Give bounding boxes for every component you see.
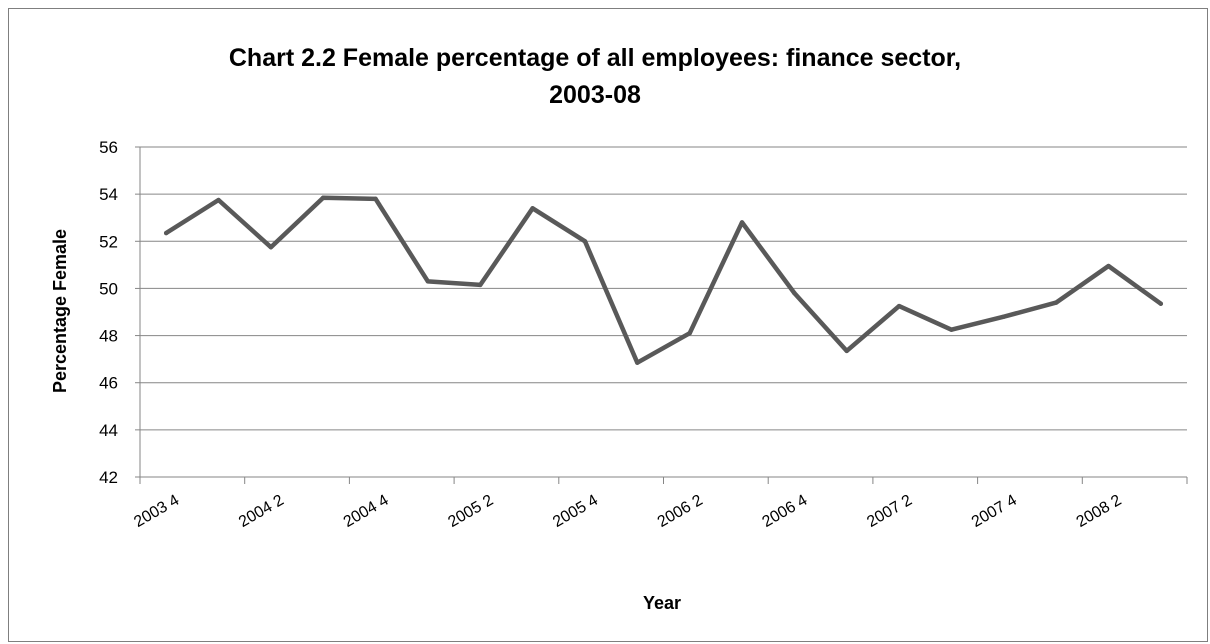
- data-point-2005-4: [582, 239, 588, 244]
- data-point-2006-2: [687, 331, 692, 336]
- data-point-2003-4: [163, 230, 169, 236]
- y-axis-title: Percentage Female: [50, 229, 70, 393]
- data-point-2007-1: [844, 348, 849, 354]
- data-point-2008-1: [1053, 300, 1059, 305]
- x-tick-label-2006-4: 2006 4: [759, 492, 810, 531]
- x-tick-label-2008-2: 2008 2: [1074, 492, 1125, 531]
- data-point-2006-1: [635, 360, 640, 365]
- chart-title: Chart 2.2 Female percentage of all emplo…: [229, 44, 961, 109]
- x-tick-label-2007-2: 2007 2: [864, 492, 915, 531]
- data-point-2007-4: [1001, 314, 1006, 319]
- data-point-2007-2: [896, 303, 902, 309]
- x-tick-label-2007-4: 2007 4: [969, 492, 1020, 531]
- x-axis-title: Year: [643, 593, 681, 613]
- chart-title-line-2: 2003-08: [549, 81, 641, 109]
- y-tick-label-44: 44: [99, 421, 118, 440]
- data-point-2007-3: [949, 327, 954, 332]
- data-point-2006-3: [739, 220, 745, 225]
- x-tick-label-2004-2: 2004 2: [236, 492, 287, 531]
- y-tick-label-54: 54: [99, 185, 118, 204]
- x-tick-label-2005-2: 2005 2: [445, 492, 496, 531]
- y-tick-labels: 42 44 46 48 50 52 54 56: [99, 138, 118, 487]
- chart-frame: [8, 8, 1208, 642]
- chart-title-line-1: Chart 2.2 Female percentage of all emplo…: [229, 44, 961, 72]
- data-point-2004-4: [373, 196, 378, 202]
- x-tick-label-2003-4: 2003 4: [131, 492, 182, 531]
- data-point-2005-3: [530, 206, 535, 211]
- data-point-2008-3: [1158, 301, 1164, 306]
- x-tick-label-2004-4: 2004 4: [341, 492, 392, 531]
- data-point-2005-2: [478, 282, 483, 288]
- data-point-2004-2: [268, 244, 274, 250]
- y-tick-label-50: 50: [99, 279, 118, 298]
- axes: [135, 146, 1188, 484]
- gridlines: [140, 146, 1187, 431]
- x-tick-label-2005-4: 2005 4: [550, 492, 601, 531]
- y-tick-label-56: 56: [99, 138, 118, 157]
- x-tick-labels: 2003 4 2004 2 2004 4 2005 2 2005 4 2006 2 2006…: [131, 492, 1124, 531]
- y-tick-label-48: 48: [99, 327, 118, 346]
- data-point-2008-2: [1106, 263, 1111, 269]
- data-point-2006-4: [792, 290, 797, 296]
- data-point-2004-1: [216, 197, 221, 203]
- series-line-0: [163, 195, 1164, 365]
- data-point-2004-3: [321, 195, 326, 200]
- y-tick-label-42: 42: [99, 468, 118, 487]
- data-point-2005-1: [425, 279, 431, 284]
- x-tick-label-2006-2: 2006 2: [655, 492, 706, 531]
- y-tick-label-46: 46: [99, 374, 118, 393]
- y-tick-label-52: 52: [99, 232, 118, 251]
- series-group: [163, 195, 1164, 365]
